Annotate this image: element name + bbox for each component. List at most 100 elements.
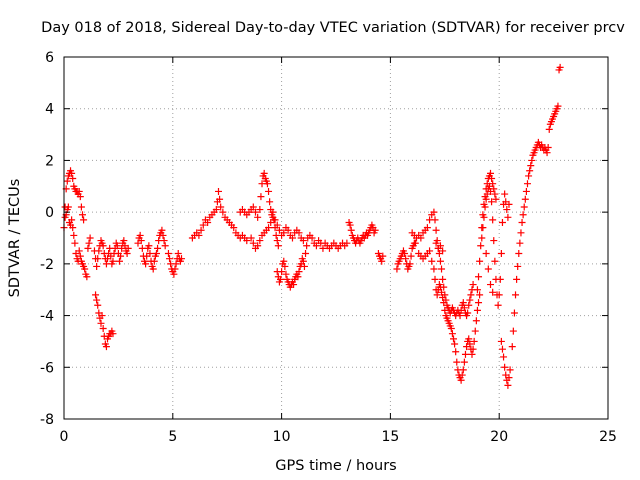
data-point xyxy=(526,167,534,175)
data-point xyxy=(436,242,444,250)
data-point xyxy=(109,330,117,338)
data-point xyxy=(512,291,520,299)
data-point xyxy=(431,216,439,224)
data-point xyxy=(160,237,168,245)
data-point xyxy=(393,265,401,273)
data-point xyxy=(263,180,271,188)
y-tick-label: -2 xyxy=(40,257,54,273)
data-point xyxy=(519,211,527,219)
data-point xyxy=(81,265,89,273)
plot-frame xyxy=(63,56,609,420)
data-point xyxy=(86,234,94,242)
data-point xyxy=(505,374,513,382)
data-point xyxy=(347,226,355,234)
data-point xyxy=(178,255,186,263)
data-point xyxy=(319,244,327,252)
data-point xyxy=(98,312,106,320)
data-point xyxy=(527,162,535,170)
data-point xyxy=(99,242,107,250)
data-point xyxy=(343,239,351,247)
data-point xyxy=(500,353,508,361)
data-point xyxy=(274,242,282,250)
data-point xyxy=(520,203,528,211)
data-point xyxy=(473,306,481,314)
data-point xyxy=(371,226,379,234)
data-point xyxy=(518,218,526,226)
data-point xyxy=(484,265,492,273)
data-point xyxy=(257,193,265,201)
data-point xyxy=(481,203,489,211)
data-point xyxy=(260,169,268,177)
data-point xyxy=(514,262,522,270)
y-tick-label: -4 xyxy=(40,309,54,325)
x-axis-label: GPS time / hours xyxy=(275,458,396,474)
data-point xyxy=(256,206,264,214)
data-point xyxy=(284,226,292,234)
data-point xyxy=(482,250,490,258)
data-point xyxy=(479,224,487,232)
data-point xyxy=(113,242,121,250)
data-point xyxy=(432,239,440,247)
data-point xyxy=(75,187,83,195)
tick-labels: 0 5 10 15 20 25 -8 -6 -4 -2 0 2 4 6 xyxy=(40,50,617,445)
data-point xyxy=(475,273,483,281)
data-point xyxy=(288,234,296,242)
data-point xyxy=(280,229,288,237)
data-point xyxy=(490,237,498,245)
data-point xyxy=(482,195,490,203)
data-point xyxy=(465,335,473,343)
data-point xyxy=(152,250,160,258)
data-point xyxy=(411,239,419,247)
data-point xyxy=(97,319,105,327)
data-point xyxy=(77,203,85,211)
data-point xyxy=(195,231,203,239)
data-point xyxy=(273,237,281,245)
data-point xyxy=(452,348,460,356)
data-point xyxy=(94,255,102,263)
data-point xyxy=(149,265,157,273)
data-point xyxy=(491,190,499,198)
data-point xyxy=(69,175,77,183)
data-point xyxy=(95,247,103,255)
data-point xyxy=(402,255,410,263)
data-point xyxy=(497,337,505,345)
data-point xyxy=(312,242,320,250)
data-point xyxy=(516,239,524,247)
data-point xyxy=(460,358,468,366)
data-point xyxy=(459,299,467,307)
data-point xyxy=(295,268,303,276)
data-point xyxy=(161,242,169,250)
data-point xyxy=(76,193,84,201)
data-point xyxy=(494,301,502,309)
data-point xyxy=(439,275,447,283)
x-tick-label: 5 xyxy=(168,429,177,445)
data-point xyxy=(432,226,440,234)
data-point xyxy=(506,366,514,374)
data-point xyxy=(436,257,444,265)
data-point xyxy=(473,286,481,294)
data-point xyxy=(265,224,273,232)
data-point xyxy=(63,177,71,185)
data-point xyxy=(498,345,506,353)
data-point xyxy=(71,239,79,247)
data-point xyxy=(504,213,512,221)
data-point xyxy=(472,317,480,325)
data-point xyxy=(468,350,476,358)
data-point xyxy=(115,257,123,265)
data-point xyxy=(406,260,414,268)
data-point xyxy=(273,221,281,229)
data-point xyxy=(450,335,458,343)
data-point xyxy=(249,239,257,247)
data-point xyxy=(440,299,448,307)
grid xyxy=(64,57,608,419)
data-point xyxy=(492,195,500,203)
data-point xyxy=(476,291,484,299)
data-point xyxy=(470,337,478,345)
data-point xyxy=(433,291,441,299)
data-point xyxy=(247,234,255,242)
data-point xyxy=(486,187,494,195)
y-tick-label: 0 xyxy=(45,205,54,221)
data-point xyxy=(501,363,509,371)
data-point xyxy=(447,325,455,332)
data-point xyxy=(426,247,434,255)
